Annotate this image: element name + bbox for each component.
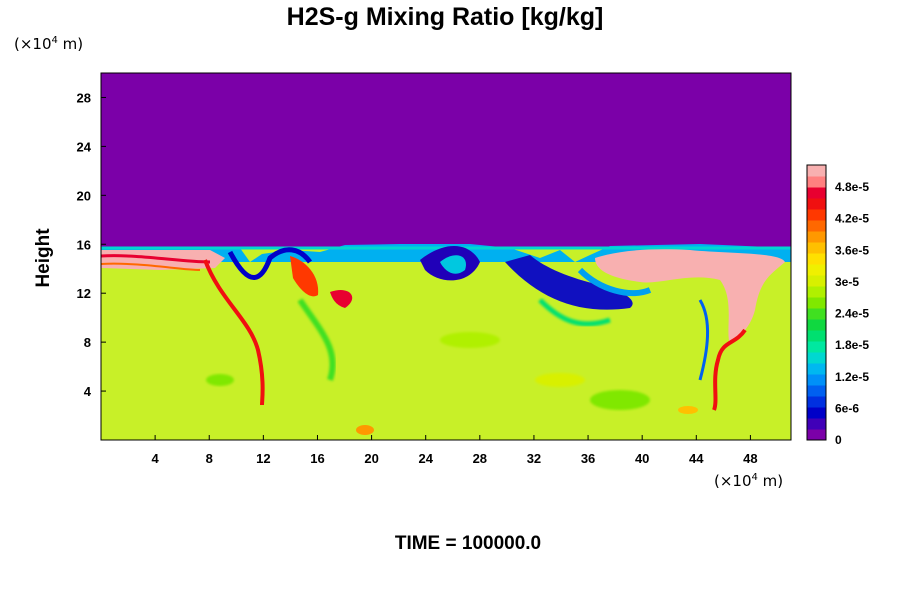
colorbar-swatch [807, 275, 826, 287]
colorbar-tick-label: 2.4e-5 [835, 307, 869, 321]
colorbar-tick-label: 3e-5 [835, 275, 859, 289]
colorbar-swatch [807, 253, 826, 265]
x-unit-label: (×104 m) [714, 472, 783, 490]
colorbar-swatch [807, 385, 826, 397]
plot-frame [100, 72, 792, 441]
y-axis-ticks: 4 8 12 16 20 24 28 [77, 90, 106, 399]
colorbar-ticks: 0 6e-6 1.2e-5 1.8e-5 2.4e-5 3e-5 3.6e-5 4.2e-5 4… [835, 180, 869, 447]
y-tick-label: 28 [77, 90, 91, 105]
y-tick-label: 8 [84, 335, 91, 350]
y-tick-label: 24 [77, 139, 92, 154]
colorbar-tick-label: 0 [835, 433, 842, 447]
colorbar-swatch [807, 418, 826, 430]
colorbar-swatch [807, 264, 826, 276]
colorbar-swatch [807, 429, 826, 441]
x-tick-label: 12 [256, 451, 270, 466]
colorbar-swatch [807, 165, 826, 177]
x-tick-label: 48 [743, 451, 757, 466]
x-tick-label: 32 [527, 451, 541, 466]
x-axis-ticks: 4 8 12 16 20 24 28 32 36 40 44 48 [152, 435, 758, 466]
colorbar-tick-label: 3.6e-5 [835, 243, 869, 257]
colorbar-swatch [807, 242, 826, 254]
x-tick-label: 28 [473, 451, 487, 466]
colorbar-swatch [807, 231, 826, 243]
y-axis-label: Height [33, 228, 54, 288]
colorbar-swatch [807, 363, 826, 375]
colorbar-border [806, 164, 827, 441]
colorbar-swatch [807, 198, 826, 210]
colorbar-tick-label: 6e-6 [835, 401, 859, 415]
plot-border [100, 72, 792, 441]
colorbar-tick-label: 1.8e-5 [835, 338, 869, 352]
x-tick-label: 40 [635, 451, 649, 466]
colorbar-tick-label: 1.2e-5 [835, 370, 869, 384]
plot-area [101, 73, 791, 440]
colorbar-swatch [807, 176, 826, 188]
colorbar-swatch [807, 396, 826, 408]
x-tick-label: 20 [364, 451, 378, 466]
mixing-features [101, 244, 791, 435]
upper-layer-field [101, 73, 791, 249]
x-tick-label: 16 [310, 451, 324, 466]
colorbar-swatch [807, 341, 826, 353]
colorbar-swatch [807, 374, 826, 386]
time-label: TIME = 100000.0 [395, 533, 541, 554]
colorbar-swatch [807, 407, 826, 419]
colorbar-swatch [807, 319, 826, 331]
y-tick-label: 4 [84, 384, 92, 399]
colorbar-tick-label: 4.8e-5 [835, 180, 869, 194]
x-tick-label: 4 [152, 451, 160, 466]
chart-title: H2S-g Mixing Ratio [kg/kg] [287, 3, 604, 31]
y-tick-label: 20 [77, 188, 91, 203]
y-tick-label: 12 [77, 286, 91, 301]
colorbar-swatch [807, 297, 826, 309]
x-tick-label: 24 [418, 451, 433, 466]
y-unit-label: (×104 m) [14, 35, 83, 53]
colorbar-swatch [807, 330, 826, 342]
x-tick-label: 8 [206, 451, 213, 466]
colorbar-swatch [807, 187, 826, 199]
x-tick-label: 36 [581, 451, 595, 466]
colorbar-swatch [807, 352, 826, 364]
colorbar-tick-label: 4.2e-5 [835, 212, 869, 226]
colorbar-swatch [807, 308, 826, 320]
colorbar-swatch [807, 209, 826, 221]
colorbar-swatch [807, 286, 826, 298]
colorbar [806, 164, 827, 441]
x-tick-label: 44 [689, 451, 704, 466]
colorbar-swatch [807, 220, 826, 232]
y-tick-label: 16 [77, 237, 91, 252]
